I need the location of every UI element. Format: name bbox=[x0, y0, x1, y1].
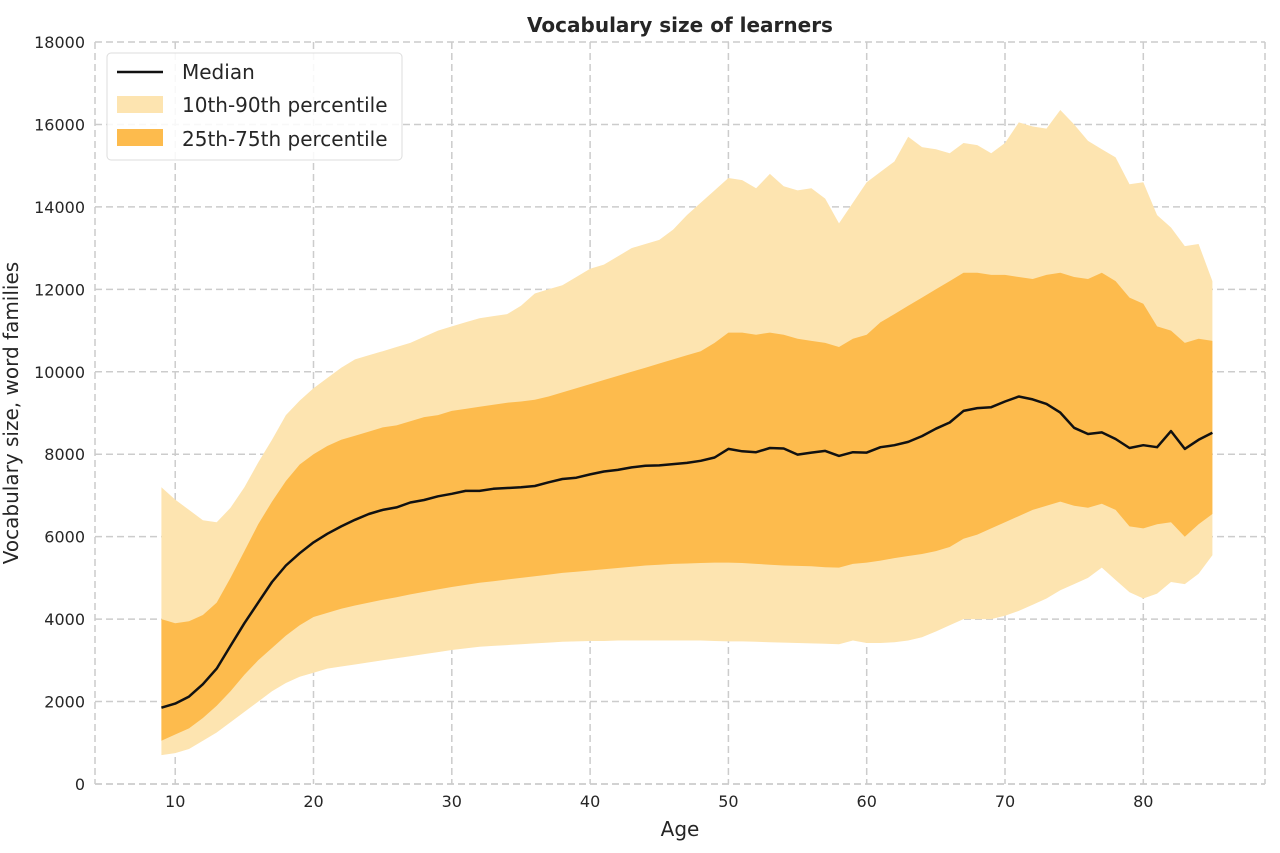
y-tick-label: 4000 bbox=[44, 610, 85, 629]
legend-box bbox=[106, 52, 403, 161]
median-line bbox=[161, 395, 1213, 709]
y-tick-label: 2000 bbox=[44, 693, 85, 712]
band-layer bbox=[161, 110, 1213, 756]
x-tick-label: 60 bbox=[857, 792, 877, 811]
y-tick-label: 12000 bbox=[34, 280, 85, 299]
line-layer bbox=[161, 395, 1213, 709]
legend-label-inner-band: 25th-75th percentile bbox=[182, 127, 388, 151]
y-axis-label: Vocabulary size, word families bbox=[0, 262, 23, 564]
legend-swatch-inner-band bbox=[117, 129, 163, 146]
x-axis-label: Age bbox=[661, 817, 700, 841]
legend-swatch-outer-band bbox=[117, 96, 163, 113]
legend: Median 10th-90th percentile 25th-75th pe… bbox=[106, 52, 403, 161]
x-tick-label: 80 bbox=[1133, 792, 1153, 811]
y-tick-label: 18000 bbox=[34, 33, 85, 52]
x-tick-label: 50 bbox=[718, 792, 738, 811]
y-tick-label: 6000 bbox=[44, 528, 85, 547]
chart-title: Vocabulary size of learners bbox=[527, 13, 833, 37]
y-tick-label: 8000 bbox=[44, 445, 85, 464]
x-tick-label: 10 bbox=[165, 792, 185, 811]
legend-label-outer-band: 10th-90th percentile bbox=[182, 93, 388, 117]
tick-layer: 0 2000 4000 6000 8000 10000 12000 14000 16000 180… bbox=[34, 33, 1153, 811]
legend-label-median: Median bbox=[182, 60, 255, 84]
y-tick-label: 14000 bbox=[34, 198, 85, 217]
x-tick-label: 30 bbox=[442, 792, 462, 811]
x-tick-label: 20 bbox=[303, 792, 323, 811]
band-25th-75th-percentile bbox=[161, 272, 1213, 741]
y-tick-label: 10000 bbox=[34, 363, 85, 382]
y-tick-label: 16000 bbox=[34, 115, 85, 134]
x-tick-label: 40 bbox=[580, 792, 600, 811]
y-tick-label: 0 bbox=[75, 775, 85, 794]
x-tick-label: 70 bbox=[995, 792, 1015, 811]
